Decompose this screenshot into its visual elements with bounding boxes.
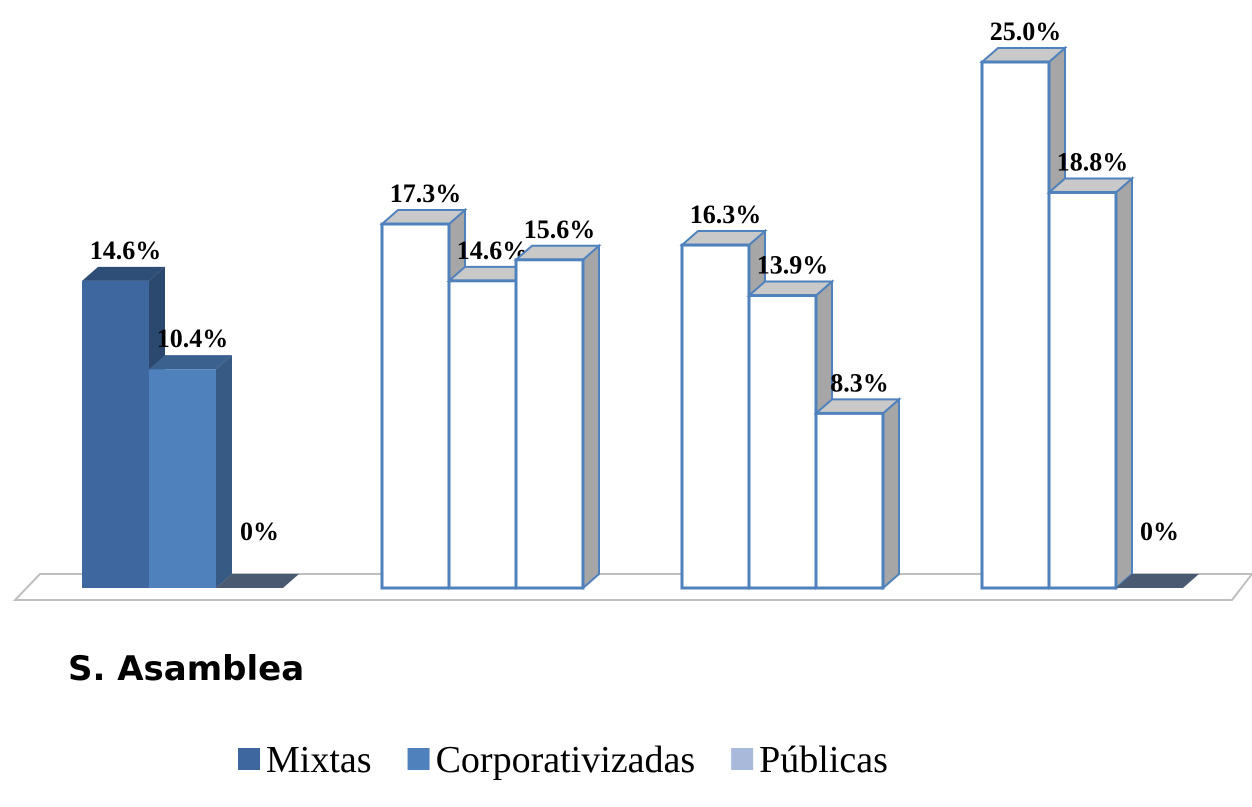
bar bbox=[814, 411, 885, 590]
value-label: 13.9% bbox=[757, 251, 829, 280]
bar bbox=[1047, 190, 1118, 590]
bar bbox=[447, 279, 518, 590]
bar-floor bbox=[216, 574, 299, 588]
bar-side bbox=[582, 243, 600, 591]
value-label: 0% bbox=[1140, 517, 1179, 546]
floor bbox=[12, 573, 1252, 601]
value-label: 15.6% bbox=[524, 215, 596, 244]
legend-label: Públicas bbox=[759, 739, 888, 781]
legend-swatch bbox=[238, 748, 260, 770]
bar-top bbox=[979, 47, 1068, 63]
bar-top bbox=[746, 280, 835, 297]
legend-swatch bbox=[407, 748, 430, 770]
category-label: S. Asamblea bbox=[68, 649, 304, 689]
value-label: 8.3% bbox=[830, 368, 889, 397]
bar bbox=[680, 243, 751, 590]
legend-swatch bbox=[731, 748, 754, 770]
bar-top bbox=[82, 266, 165, 281]
bar-top bbox=[513, 244, 602, 261]
legend-label: Mixtas bbox=[266, 739, 372, 781]
bar bbox=[747, 294, 818, 590]
bar bbox=[149, 369, 216, 588]
bar-top bbox=[1046, 177, 1135, 194]
value-label: 25.0% bbox=[990, 17, 1062, 46]
bar-top bbox=[813, 398, 902, 415]
value-label: 17.3% bbox=[390, 179, 462, 208]
bar-top bbox=[679, 230, 768, 247]
value-label: 0% bbox=[240, 517, 279, 546]
value-label: 10.4% bbox=[157, 324, 229, 353]
bar bbox=[380, 222, 451, 590]
bar bbox=[514, 258, 585, 590]
bar-top bbox=[149, 355, 232, 370]
bar-side bbox=[882, 397, 900, 591]
bar bbox=[82, 280, 149, 588]
bar bbox=[980, 60, 1051, 590]
value-label: 16.3% bbox=[690, 200, 762, 229]
bar-side bbox=[216, 355, 232, 588]
bar-top bbox=[379, 209, 468, 226]
value-label: 18.8% bbox=[1057, 147, 1129, 176]
bar-floor bbox=[1116, 574, 1199, 588]
legend-label: Corporativizadas bbox=[436, 739, 696, 781]
value-label: 14.6% bbox=[90, 236, 162, 265]
bar-side bbox=[1115, 176, 1133, 591]
